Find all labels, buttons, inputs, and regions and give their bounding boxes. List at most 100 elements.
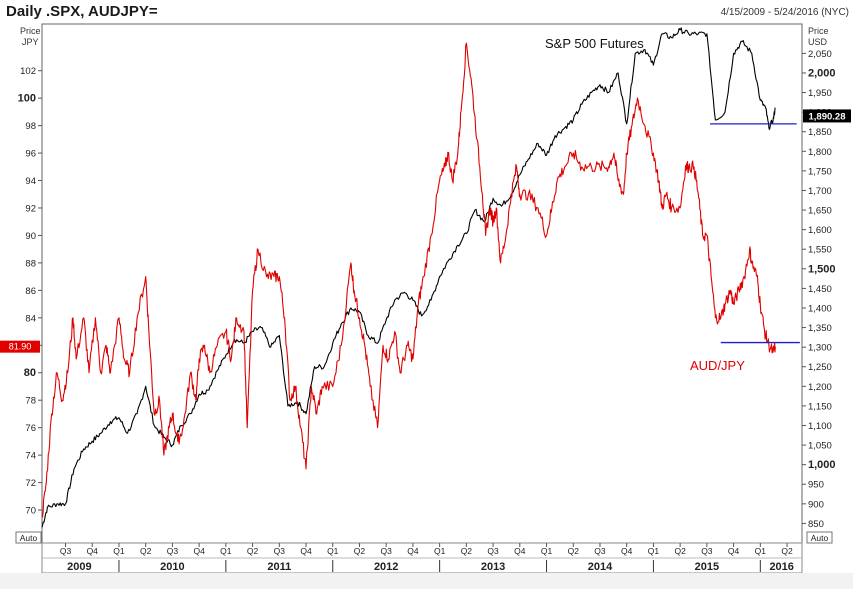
right-tick-label: 1,250 xyxy=(808,362,832,373)
quarter-tick-label: Q2 xyxy=(781,546,793,556)
left-tick-label: 78 xyxy=(25,396,36,407)
left-tick-label: 98 xyxy=(25,121,36,132)
quarter-tick-label: Q4 xyxy=(728,546,740,556)
left-tick-label: 102 xyxy=(20,66,36,77)
x-axis: Q3 Q4 Q1 Q2 Q3 Q4 Q1 Q2 Q3 Q4 Q1 Q2 Q3 Q4 Q1 Q2 Q3 Q4 Q1 Q2… xyxy=(60,543,794,573)
quarter-tick-label: Q1 xyxy=(541,546,553,556)
right-last-value-badge: 1,890.28 xyxy=(803,109,851,123)
right-tick-label: 1,850 xyxy=(808,127,832,138)
quarter-tick-label: Q3 xyxy=(167,546,179,556)
quarter-tick-label: Q4 xyxy=(621,546,633,556)
left-tick-label: 80 xyxy=(24,367,36,379)
series-layer xyxy=(41,27,776,528)
right-tick-label: 1,000 xyxy=(808,459,836,471)
support-layer xyxy=(710,123,800,344)
year-label: 2015 xyxy=(695,561,719,573)
left-auto-button[interactable]: Auto xyxy=(15,531,42,544)
quarter-tick-label: Q4 xyxy=(193,546,205,556)
left-tick-label: 94 xyxy=(25,176,36,187)
quarter-tick-label: Q3 xyxy=(381,546,393,556)
right-auto-label: Auto xyxy=(811,533,829,543)
year-label: 2013 xyxy=(481,561,505,573)
quarter-tick-label: Q2 xyxy=(674,546,686,556)
right-tick-label: 1,750 xyxy=(808,166,832,177)
year-label: 2016 xyxy=(769,561,793,573)
chart-header: Daily .SPX, AUDJPY= 4/15/2009 - 5/24/201… xyxy=(0,0,853,24)
right-tick-label: 1,150 xyxy=(808,401,832,412)
year-label: 2010 xyxy=(160,561,184,573)
right-tick-label: 1,500 xyxy=(808,263,836,275)
quarter-tick-label: Q1 xyxy=(755,546,767,556)
right-tick-label: 850 xyxy=(808,519,824,530)
right-tick-label: 2,000 xyxy=(808,67,836,79)
spx-series-line xyxy=(41,27,776,528)
quarter-tick-label: Q2 xyxy=(461,546,473,556)
left-tick-label: 70 xyxy=(25,506,36,517)
right-tick-label: 1,200 xyxy=(808,382,832,393)
left-tick-label: 86 xyxy=(25,286,36,297)
right-tick-label: 1,700 xyxy=(808,186,832,197)
left-tick-label: 100 xyxy=(18,93,36,105)
date-range: 4/15/2009 - 5/24/2016 (NYC) xyxy=(720,7,849,18)
left-last-value: 81.90 xyxy=(9,342,32,352)
right-tick-label: 1,300 xyxy=(808,343,832,354)
left-last-value-badge: 81.90 xyxy=(0,340,40,353)
right-axis-title-line1: Price xyxy=(808,26,829,36)
year-label: 2011 xyxy=(267,561,291,573)
quarter-tick-label: Q1 xyxy=(220,546,232,556)
right-last-value: 1,890.28 xyxy=(809,111,846,122)
quarter-tick-label: Q1 xyxy=(327,546,339,556)
right-tick-label: 1,600 xyxy=(808,225,832,236)
left-tick-label: 74 xyxy=(25,451,36,462)
right-tick-label: 1,350 xyxy=(808,323,832,334)
quarter-tick-label: Q2 xyxy=(568,546,580,556)
left-axis-title-line1: Price xyxy=(20,26,41,36)
quarter-tick-label: Q1 xyxy=(434,546,446,556)
right-tick-label: 1,450 xyxy=(808,284,832,295)
right-tick-label: 1,400 xyxy=(808,303,832,314)
left-axis-title-line2: JPY xyxy=(22,37,39,47)
left-tick-label: 90 xyxy=(25,231,36,242)
quarter-tick-label: Q2 xyxy=(247,546,259,556)
bottom-strip xyxy=(0,573,853,589)
quarter-tick-label: Q4 xyxy=(300,546,312,556)
quarter-tick-label: Q3 xyxy=(274,546,286,556)
right-tick-label: 1,950 xyxy=(808,88,832,99)
quarter-tick-label: Q1 xyxy=(648,546,660,556)
left-tick-label: 72 xyxy=(25,478,36,489)
right-auto-button[interactable]: Auto xyxy=(806,531,833,544)
quarter-tick-label: Q1 xyxy=(113,546,125,556)
quarter-tick-label: Q4 xyxy=(514,546,526,556)
year-label: 2012 xyxy=(374,561,398,573)
right-tick-label: 1,800 xyxy=(808,147,832,158)
annotation-spx: S&P 500 Futures xyxy=(545,36,644,51)
left-tick-label: 84 xyxy=(25,313,36,324)
left-tick-label: 88 xyxy=(25,258,36,269)
left-tick-label: 76 xyxy=(25,423,36,434)
annotation-audjpy: AUD/JPY xyxy=(690,358,745,373)
right-axis-title-line2: USD xyxy=(808,37,828,47)
quarter-tick-label: Q2 xyxy=(140,546,152,556)
right-tick-label: 1,650 xyxy=(808,206,832,217)
right-tick-label: 950 xyxy=(808,480,824,491)
chart-title: Daily .SPX, AUDJPY= xyxy=(6,3,158,20)
left-tick-label: 92 xyxy=(25,203,36,214)
right-tick-label: 1,550 xyxy=(808,245,832,256)
audjpy-series-line xyxy=(41,42,776,518)
quarter-tick-label: Q3 xyxy=(60,546,72,556)
right-tick-label: 900 xyxy=(808,499,824,510)
left-axis: 707274767880828486889092949698100102 xyxy=(18,66,42,517)
quarter-tick-label: Q2 xyxy=(354,546,366,556)
quarter-tick-label: Q4 xyxy=(407,546,419,556)
right-tick-label: 1,100 xyxy=(808,421,832,432)
quarter-tick-label: Q3 xyxy=(594,546,606,556)
year-label: 2009 xyxy=(67,561,91,573)
quarter-tick-label: Q4 xyxy=(87,546,99,556)
left-auto-label: Auto xyxy=(20,533,38,543)
year-label: 2014 xyxy=(588,561,613,573)
quarter-tick-label: Q3 xyxy=(701,546,713,556)
right-tick-label: 1,050 xyxy=(808,441,832,452)
left-tick-label: 96 xyxy=(25,149,36,160)
right-tick-label: 2,050 xyxy=(808,49,832,60)
